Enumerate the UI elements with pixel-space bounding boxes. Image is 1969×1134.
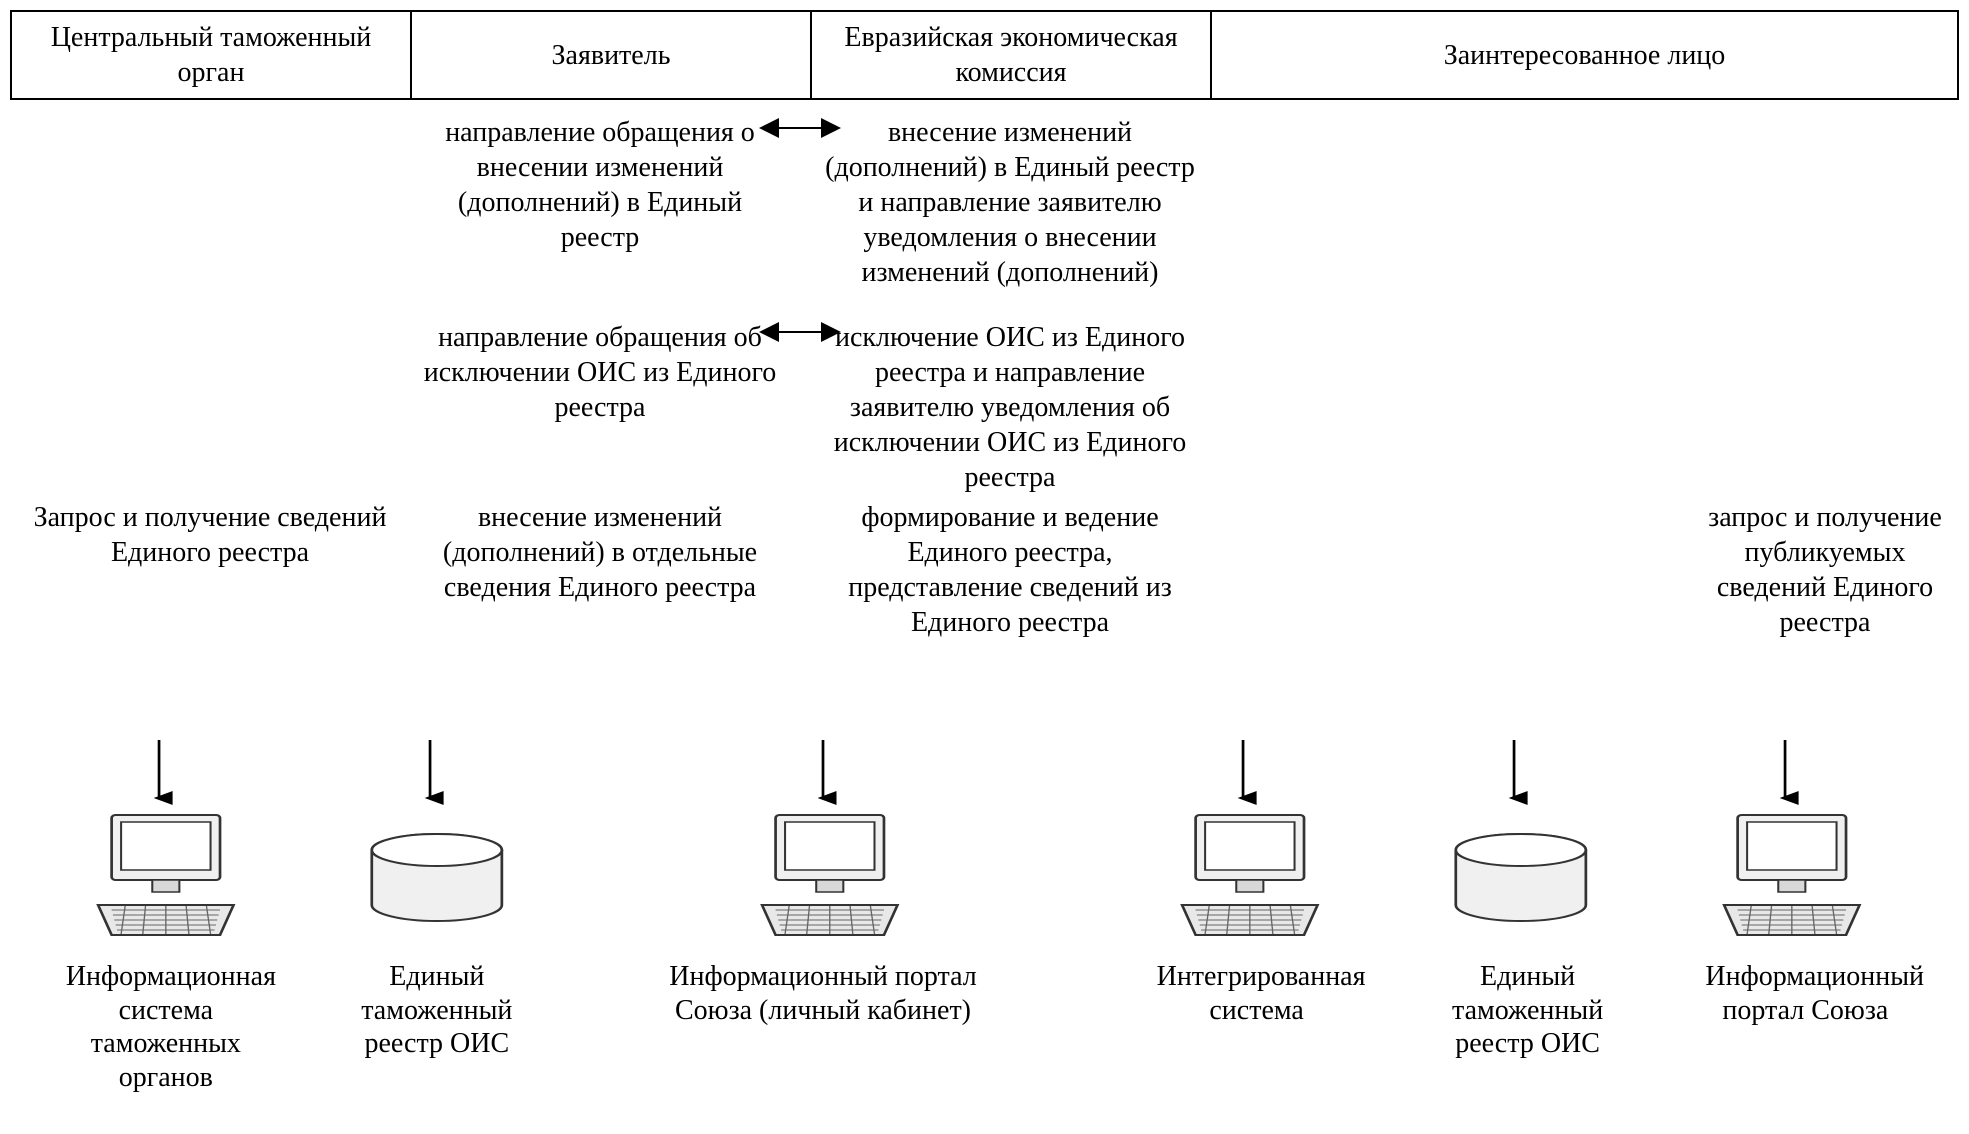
computer-icon [91,810,240,950]
computer-icon [1717,810,1866,950]
text-interested-query: запрос и получение публикуемых сведений … [1700,500,1950,640]
label-portal-lk: Информационный портал Союза (личный каби… [653,960,993,1027]
header-cell-commission: Евразийская экономическая комиссия [812,12,1212,98]
swimlane-header: Центральный таможенный орган Заявитель Е… [10,10,1959,100]
bidir-arrow-1 [755,118,845,138]
bidir-arrow-2 [755,322,845,342]
down-arrow-6 [1772,740,1799,810]
label-customs-is: Информационная система таможенных органо… [66,960,266,1094]
down-arrow-2 [417,740,444,810]
down-arrow-1 [146,740,173,810]
label-customs-registry: Единый таможенный реестр ОИС [347,960,527,1061]
text-commission-changes: внесение изменений (дополнений) в Единый… [820,115,1200,290]
label-union-portal: Информационный портал Союза [1705,960,1905,1027]
computer-icon [1175,810,1324,950]
database-icon [362,830,511,940]
header-cell-customs: Центральный таможенный орган [12,12,412,98]
computer-icon [755,810,904,950]
text-applicant-exclusion: направление обращения об исключении ОИС … [420,320,780,425]
text-commission-maintain: формирование и ведение Единого реестра, … [820,500,1200,640]
header-cell-interested: Заинтересованное лицо [1212,12,1957,98]
label-integrated-system: Интегрированная система [1157,960,1357,1027]
text-customs-query: Запрос и получение сведений Единого реес… [30,500,390,570]
header-cell-applicant: Заявитель [412,12,812,98]
down-arrow-5 [1501,740,1528,810]
text-commission-exclusion: исключение ОИС из Единого реестра и напр… [820,320,1200,495]
label-commission-registry: Единый таможенный реестр ОИС [1438,960,1618,1061]
down-arrow-3 [809,740,836,810]
database-icon [1446,830,1595,940]
text-applicant-edit: внесение изменений (дополнений) в отдель… [420,500,780,605]
text-applicant-changes: направление обращения о внесении изменен… [420,115,780,255]
down-arrow-4 [1230,740,1257,810]
diagram-canvas: Центральный таможенный орган Заявитель Е… [0,0,1969,1134]
